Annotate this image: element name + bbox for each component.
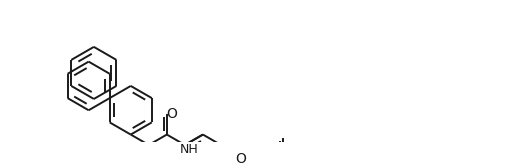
Text: NH: NH bbox=[180, 143, 199, 156]
Text: O: O bbox=[167, 107, 177, 121]
Text: O: O bbox=[235, 152, 247, 164]
